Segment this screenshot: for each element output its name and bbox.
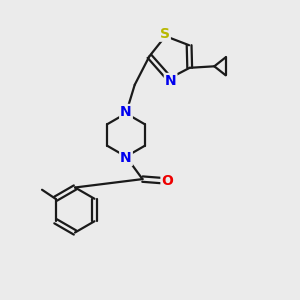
Text: N: N bbox=[120, 151, 132, 165]
Text: N: N bbox=[165, 74, 176, 88]
Text: N: N bbox=[120, 105, 132, 119]
Text: S: S bbox=[160, 27, 170, 41]
Text: O: O bbox=[161, 174, 173, 188]
